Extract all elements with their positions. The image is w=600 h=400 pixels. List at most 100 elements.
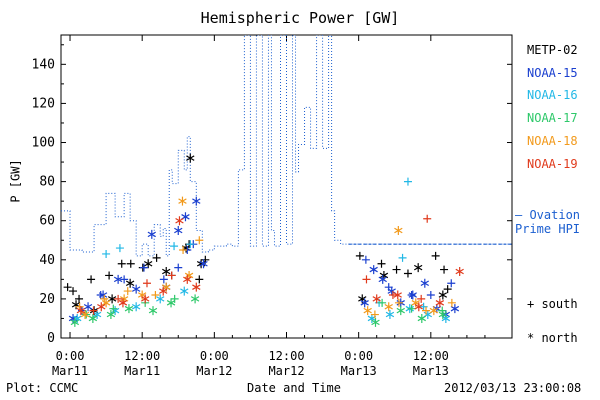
x-tick-date: Mar11 xyxy=(52,364,88,378)
data-point-star xyxy=(438,310,448,320)
data-point-star xyxy=(186,153,195,163)
data-point-plus xyxy=(159,275,168,284)
data-point-plus xyxy=(370,310,379,319)
data-point-plus xyxy=(447,298,456,307)
data-point-plus xyxy=(105,271,114,280)
x-tick-time: 12:00 xyxy=(268,349,304,363)
x-tick-time: 0:00 xyxy=(344,349,373,363)
ovation-line xyxy=(61,35,512,257)
data-point-star xyxy=(429,306,439,316)
data-point-star xyxy=(372,294,381,304)
legend-item-noaa-18: NOAA-18 xyxy=(527,133,578,148)
data-point-star xyxy=(393,290,402,300)
data-point-star xyxy=(435,298,445,308)
data-point-plus xyxy=(170,294,179,303)
y-axis-label: P [GW] xyxy=(8,159,23,203)
data-point-star xyxy=(140,294,150,304)
y-tick-label: 100 xyxy=(32,136,55,151)
x-tick-time: 12:00 xyxy=(124,349,160,363)
data-point-plus xyxy=(195,275,204,284)
data-point-plus xyxy=(361,255,370,264)
data-point-plus xyxy=(123,287,132,296)
data-point-star xyxy=(423,310,433,320)
data-point-star xyxy=(363,306,372,316)
y-tick-label: 120 xyxy=(32,96,55,111)
data-point-star xyxy=(438,290,448,300)
data-point-star xyxy=(414,302,423,312)
data-point-plus xyxy=(174,263,183,272)
data-point-star xyxy=(174,225,183,235)
data-point-star xyxy=(385,310,395,320)
data-point-plus xyxy=(89,306,98,315)
data-point-star xyxy=(183,274,192,284)
data-point-plus xyxy=(392,265,401,274)
data-point-star xyxy=(384,302,393,312)
legend-ovation-sub: Prime HPI xyxy=(515,222,581,236)
data-point-star xyxy=(113,274,123,284)
legend-symbol-south: + south xyxy=(527,297,578,311)
data-point-star xyxy=(83,302,93,312)
x-tick-time: 0:00 xyxy=(56,349,85,363)
data-point-star xyxy=(166,298,176,308)
data-point-plus xyxy=(115,244,124,253)
data-point-plus xyxy=(443,285,452,294)
data-point-star xyxy=(143,259,153,269)
data-point-star xyxy=(92,310,102,320)
legend-item-noaa-19: NOAA-19 xyxy=(527,156,578,171)
series-noaa-15-north xyxy=(68,196,460,323)
data-point-star xyxy=(131,284,141,294)
data-point-star xyxy=(369,265,378,275)
data-point-star xyxy=(98,290,108,300)
y-tick-label: 0 xyxy=(47,331,55,346)
y-tick-label: 140 xyxy=(32,57,55,72)
data-point-plus xyxy=(407,290,416,299)
data-point-star xyxy=(118,298,128,308)
plot-credit: Plot: CCMC xyxy=(6,381,79,395)
data-point-star xyxy=(180,286,189,296)
data-point-plus xyxy=(355,251,364,260)
y-tick-label: 80 xyxy=(39,175,55,190)
data-point-plus xyxy=(431,251,440,260)
y-tick-label: 20 xyxy=(39,292,55,307)
data-point-star xyxy=(455,267,464,277)
data-point-star xyxy=(156,294,165,304)
data-point-star xyxy=(124,304,134,314)
data-point-star xyxy=(181,212,190,222)
data-point-plus xyxy=(75,294,84,303)
data-point-plus xyxy=(447,279,456,288)
data-point-plus xyxy=(170,242,179,251)
data-point-star xyxy=(97,302,106,312)
data-point-star xyxy=(76,306,86,316)
legend-item-metp-02: METP-02 xyxy=(527,43,578,57)
data-point-plus xyxy=(388,290,397,299)
data-point-plus xyxy=(63,283,72,292)
data-point-plus xyxy=(403,269,412,278)
data-point-plus xyxy=(120,275,129,284)
plot-area xyxy=(61,35,512,327)
data-point-star xyxy=(162,267,171,277)
series-noaa-16-north xyxy=(73,286,451,323)
data-point-star xyxy=(147,229,156,239)
x-tick-time: 0:00 xyxy=(200,349,229,363)
x-tick-date: Mar12 xyxy=(268,364,304,378)
x-tick-date: Mar13 xyxy=(413,364,449,378)
data-point-plus xyxy=(139,263,148,272)
data-point-star xyxy=(106,310,116,320)
data-point-star xyxy=(80,310,90,320)
data-point-plus xyxy=(82,310,91,319)
x-tick-date: Mar13 xyxy=(341,364,377,378)
data-point-star xyxy=(125,278,135,288)
x-tick-time: 12:00 xyxy=(413,349,449,363)
data-point-star xyxy=(396,306,405,316)
data-point-plus xyxy=(126,259,135,268)
legend-item-noaa-16: NOAA-16 xyxy=(527,88,578,103)
y-tick-label: 40 xyxy=(39,253,55,268)
data-point-plus xyxy=(167,271,176,280)
data-point-star xyxy=(159,286,168,296)
data-point-star xyxy=(420,278,430,288)
data-point-star xyxy=(70,317,80,327)
legend-item-noaa-17: NOAA-17 xyxy=(527,111,578,126)
data-point-plus xyxy=(179,246,188,255)
legend-ovation: – Ovation xyxy=(515,208,581,222)
legend-item-noaa-15: NOAA-15 xyxy=(527,65,578,80)
